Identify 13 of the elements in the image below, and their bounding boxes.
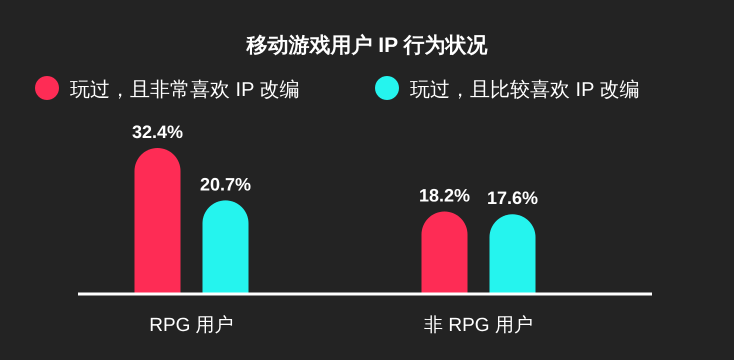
data-label: 32.4%: [132, 122, 184, 142]
data-label: 18.2%: [418, 186, 470, 206]
data-label: 17.6%: [486, 188, 538, 208]
bar: [490, 214, 536, 293]
x-tick-label: RPG 用户: [149, 314, 234, 336]
bar: [202, 200, 248, 293]
chart-title: 移动游戏用户 IP 行为状况: [245, 33, 489, 57]
bar: [134, 148, 180, 293]
legend-label: 玩过，且非常喜欢 IP 改编: [70, 79, 300, 101]
data-label: 20.7%: [200, 174, 252, 194]
x-tick-label: 非 RPG 用户: [424, 314, 533, 336]
bar: [422, 212, 468, 293]
legend-label: 玩过，且比较喜欢 IP 改编: [410, 79, 640, 101]
